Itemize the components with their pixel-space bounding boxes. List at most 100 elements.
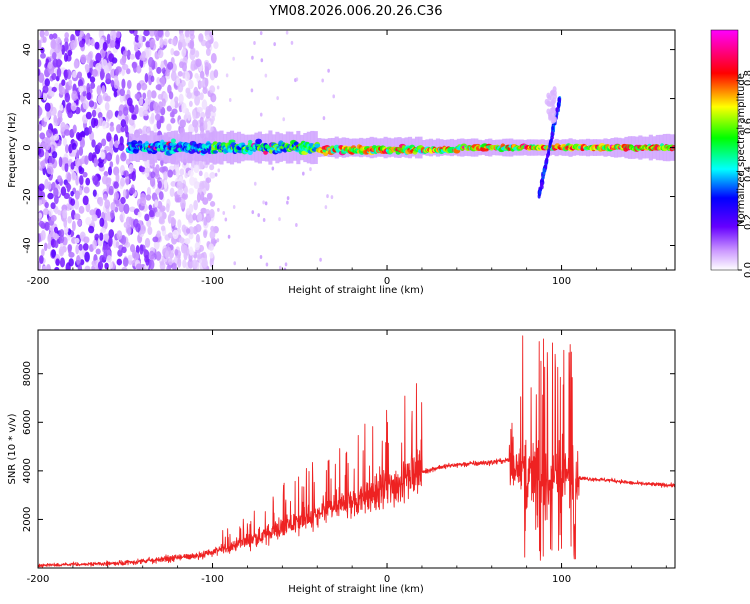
- spectrogram-noise-cell: [59, 104, 64, 111]
- spectrogram-noise-cell: [84, 155, 89, 166]
- spectrogram-noise-cell: [149, 101, 155, 112]
- spectrogram-noise-cell: [157, 49, 164, 59]
- spectrogram-spike-cell: [538, 189, 542, 195]
- spectrogram-noise-cell: [170, 48, 175, 56]
- colorbar-gradient: [710, 29, 739, 271]
- spectrogram-noise-cell: [181, 192, 188, 200]
- spectrogram-noise-cell: [181, 48, 187, 58]
- spectrogram-noise-cell: [193, 200, 198, 211]
- spectrogram-noise-cell: [134, 44, 139, 52]
- spectrogram-noise-cell: [203, 120, 208, 131]
- spectrogram-noise-cell: [70, 39, 77, 51]
- spectrogram-noise-cell: [187, 111, 191, 121]
- spectrogram-noise-cell: [203, 230, 208, 239]
- spectrogram-noise-cell: [108, 185, 114, 194]
- spectrogram-noise-cell: [72, 70, 77, 79]
- spectrogram-noise-cell: [189, 30, 195, 37]
- spectrogram-noise-cell: [85, 177, 91, 186]
- spectrogram-noise-cell: [67, 244, 73, 252]
- spectrogram-noise-cell: [259, 112, 263, 117]
- spectrogram-noise-cell: [51, 181, 56, 191]
- spectrogram-noise-cell: [324, 205, 328, 210]
- spectrogram-noise-cell: [222, 210, 226, 215]
- spectrogram-noise-cell: [198, 170, 203, 177]
- spectrogram-noise-cell: [45, 263, 51, 270]
- spectrogram-noise-cell: [53, 114, 58, 123]
- snr-x-tick-label-2: 0: [384, 574, 390, 585]
- spectrogram-spike-cell: [544, 159, 548, 165]
- spectrogram-noise-cell: [106, 132, 112, 142]
- spectrogram-noise-cell: [71, 220, 76, 232]
- spectrogram-noise-cell: [309, 167, 312, 172]
- snr-y-tick-label-0: 2000: [22, 507, 33, 532]
- spectrogram-noise-cell: [70, 198, 76, 206]
- spectrogram-x-tick-label-3: 100: [552, 276, 571, 287]
- spectrogram-noise-cell: [210, 225, 215, 232]
- spectrogram-spike-halo: [552, 86, 557, 93]
- spectrogram-x-tick-label-2: 0: [384, 276, 390, 287]
- spectrogram-noise-cell: [178, 237, 185, 244]
- spectrogram-spike-cell: [540, 181, 544, 187]
- spectrogram-noise-cell: [98, 196, 104, 207]
- spectrogram-noise-cell: [150, 171, 156, 179]
- spectrogram-noise-cell: [176, 180, 183, 190]
- spectrogram-noise-cell: [122, 50, 128, 57]
- spectrogram-noise-cell: [128, 163, 134, 173]
- spectrogram-noise-cell: [253, 41, 256, 46]
- spectrogram-noise-cell: [132, 249, 137, 259]
- spectrogram-noise-cell: [123, 222, 128, 228]
- spectrogram-spike-cell: [551, 125, 555, 131]
- spectrogram-y-tick-label-1: -20: [22, 188, 33, 204]
- spectrogram-noise-cell: [116, 230, 123, 241]
- spectrogram-noise-cell: [131, 114, 137, 121]
- spectrogram-noise-cell: [58, 156, 63, 168]
- colorbar-tick-label-3: 0.6: [743, 118, 750, 134]
- spectrogram-noise-cell: [140, 224, 147, 235]
- spectrogram-noise-cell: [62, 137, 67, 147]
- spectrogram-noise-cell: [104, 95, 111, 102]
- spectrogram-noise-cell: [93, 157, 98, 168]
- spectrogram-noise-cell: [145, 258, 150, 266]
- spectrogram-spike-cell: [557, 102, 561, 108]
- spectrogram-noise-cell: [65, 262, 71, 270]
- spectrogram-noise-cell: [188, 203, 194, 214]
- spectrogram-noise-cell: [209, 230, 216, 240]
- spectrogram-noise-cell: [51, 72, 57, 81]
- spectrogram-y-tick-label-3: 20: [22, 92, 33, 105]
- spectrogram-noise-cell: [204, 77, 209, 87]
- spectrogram-noise-cell: [188, 187, 195, 195]
- spectrogram-noise-cell: [135, 245, 140, 254]
- spectrogram-noise-cell: [251, 55, 254, 60]
- spectrogram-noise-cell: [189, 176, 196, 186]
- spectrogram-noise-cell: [149, 176, 156, 188]
- spectrogram-noise-cell: [217, 207, 220, 212]
- spectrogram-noise-cell: [46, 166, 54, 175]
- spectrogram-noise-cell: [169, 210, 175, 217]
- spectrogram-noise-cell: [207, 193, 212, 202]
- spectrogram-noise-cell: [146, 219, 152, 228]
- spectrogram-band-cell: [263, 150, 268, 155]
- colorbar-tick-label-0: 0.0: [743, 262, 750, 278]
- spectrogram-noise-cell: [179, 32, 185, 43]
- spectrogram-noise-cell: [264, 73, 268, 78]
- spectrogram-noise-cell: [101, 138, 107, 147]
- spectrogram-noise-cell: [89, 58, 94, 70]
- spectrogram-noise-cell: [63, 226, 69, 234]
- spectrogram-noise-cell: [115, 241, 120, 249]
- spectrogram-noise-cell: [51, 86, 57, 93]
- spectrogram-noise-cell: [118, 202, 125, 213]
- spectrogram-noise-cell: [129, 206, 136, 213]
- spectrogram-noise-cell: [44, 150, 49, 160]
- spectrogram-noise-cell: [59, 229, 65, 238]
- spectrogram-noise-cell: [167, 61, 174, 70]
- spectrogram-noise-cell: [125, 131, 130, 138]
- spectrogram-noise-cell: [42, 208, 49, 216]
- spectrogram-noise-cell: [123, 170, 129, 177]
- spectrogram-noise-cell: [159, 115, 164, 124]
- spectrogram-noise-cell: [64, 92, 71, 103]
- spectrogram-noise-cell: [285, 30, 289, 35]
- spectrogram-noise-cell: [60, 121, 66, 132]
- spectrogram-noise-cell: [100, 151, 106, 160]
- spectrogram-noise-cell: [196, 253, 203, 260]
